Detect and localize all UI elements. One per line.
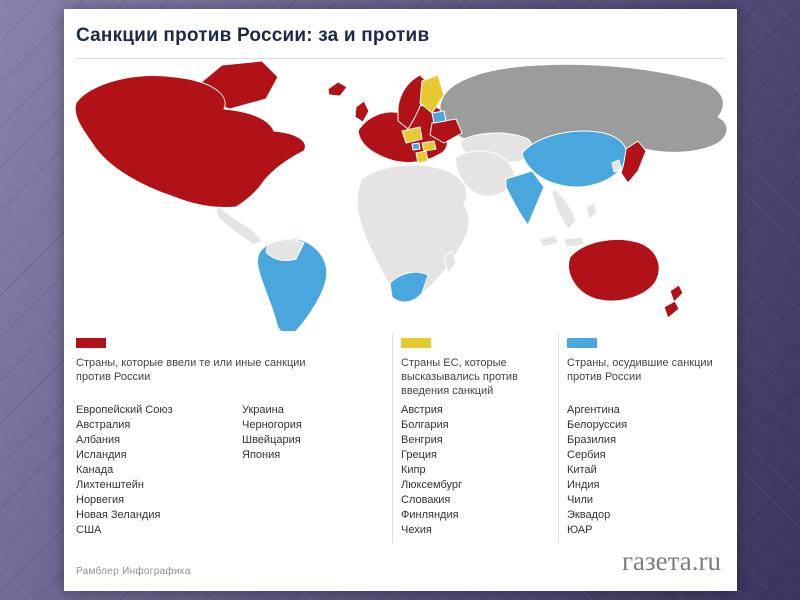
map-region-south-america <box>257 238 328 331</box>
sanctions-country-list-col1: Европейский Союз Австралия Албания Ислан… <box>76 403 226 538</box>
title-divider <box>76 58 725 59</box>
map-region-india <box>505 170 545 226</box>
map-region-new-zealand-north <box>669 284 684 303</box>
list-item: Чили <box>567 494 594 506</box>
map-region-serbia <box>411 142 421 151</box>
list-item: Черногория <box>242 419 302 431</box>
sanctions-country-list-col2: Украина Черногория Швейцария Япония <box>242 403 382 463</box>
list-item: Украина <box>242 404 284 416</box>
list-item: Люксембург <box>401 479 463 491</box>
list-item: Чехия <box>401 524 432 536</box>
map-region-new-zealand-south <box>663 300 680 319</box>
list-item: Австрия <box>401 404 443 416</box>
legend-label-sanctions: Страны, которые ввели те или иные санкци… <box>76 357 306 383</box>
list-item: Норвегия <box>76 494 125 506</box>
map-region-ukraine <box>429 118 463 144</box>
map-region-united-kingdom <box>354 100 370 123</box>
list-item: Греция <box>401 449 437 461</box>
list-item: Венгрия <box>401 434 443 446</box>
map-region-bulgaria <box>421 140 437 152</box>
eu-opposed-country-list: Австрия Болгария Венгрия Греция Кипр Люк… <box>401 403 541 538</box>
legend-divider-1 <box>392 333 393 543</box>
map-region-southeast-asia <box>551 188 577 230</box>
list-item: Аргентина <box>567 404 620 416</box>
list-item: Болгария <box>401 419 449 431</box>
list-item: Китай <box>567 464 597 476</box>
map-region-north-america <box>74 75 306 208</box>
list-item: Новая Зеландия <box>76 509 161 521</box>
list-item: Эквадор <box>567 509 611 521</box>
gazeta-ru-logo: газета.ru <box>621 546 721 576</box>
list-item: Албания <box>76 434 121 446</box>
map-region-australia <box>568 239 660 302</box>
list-item: США <box>76 524 102 536</box>
map-region-philippines <box>585 202 598 220</box>
map-region-indonesia-2 <box>563 236 585 248</box>
page-title: Санкции против России: за и против <box>76 25 430 46</box>
map-region-iceland <box>327 81 348 97</box>
list-item: Белоруссия <box>567 419 628 431</box>
list-item: Кипр <box>401 464 426 476</box>
legend-label-eu-opposed: Страны ЕС, которые высказывались против … <box>401 357 518 397</box>
map-region-south-america-nw <box>265 239 305 262</box>
map-region-belarus <box>431 110 447 124</box>
list-item: Австралия <box>76 419 131 431</box>
legend-label-condemned: Страны, осудившие санкции против России <box>567 357 713 383</box>
map-region-indonesia-1 <box>539 234 559 248</box>
map-region-china <box>521 130 627 188</box>
list-item: Финляндия <box>401 509 459 521</box>
map-region-japan <box>620 140 647 184</box>
list-item: Япония <box>242 449 281 461</box>
list-item: ЮАР <box>567 524 593 536</box>
map-region-madagascar <box>443 250 457 274</box>
list-item: Исландия <box>76 449 127 461</box>
map-region-greece <box>415 150 429 164</box>
list-item: Швейцария <box>242 434 301 446</box>
infographic-card: Санкции против России: за и против <box>64 9 737 591</box>
world-map-svg <box>74 60 728 331</box>
list-item: Сербия <box>567 449 606 461</box>
legend-divider-2 <box>558 333 559 543</box>
legend-swatch-sanctions <box>76 338 106 348</box>
credit-text: Рамблер Инфографика <box>76 566 191 577</box>
map-region-central-america <box>215 206 263 246</box>
list-item: Канада <box>76 464 114 476</box>
world-map <box>70 59 730 331</box>
legend-swatch-condemned <box>567 338 597 348</box>
legend-swatch-eu-opposed <box>401 338 431 348</box>
list-item: Индия <box>567 479 600 491</box>
map-region-finland <box>419 74 445 114</box>
list-item: Европейский Союз <box>76 404 173 416</box>
condemned-country-list: Аргентина Белоруссия Бразилия Сербия Кит… <box>567 403 717 538</box>
list-item: Словакия <box>401 494 451 506</box>
map-region-central-europe <box>401 126 423 144</box>
map-region-south-africa <box>389 271 429 303</box>
map-region-africa <box>356 164 470 302</box>
map-region-korea <box>611 159 622 173</box>
list-item: Лихтенштейн <box>76 479 144 491</box>
list-item: Бразилия <box>567 434 617 446</box>
